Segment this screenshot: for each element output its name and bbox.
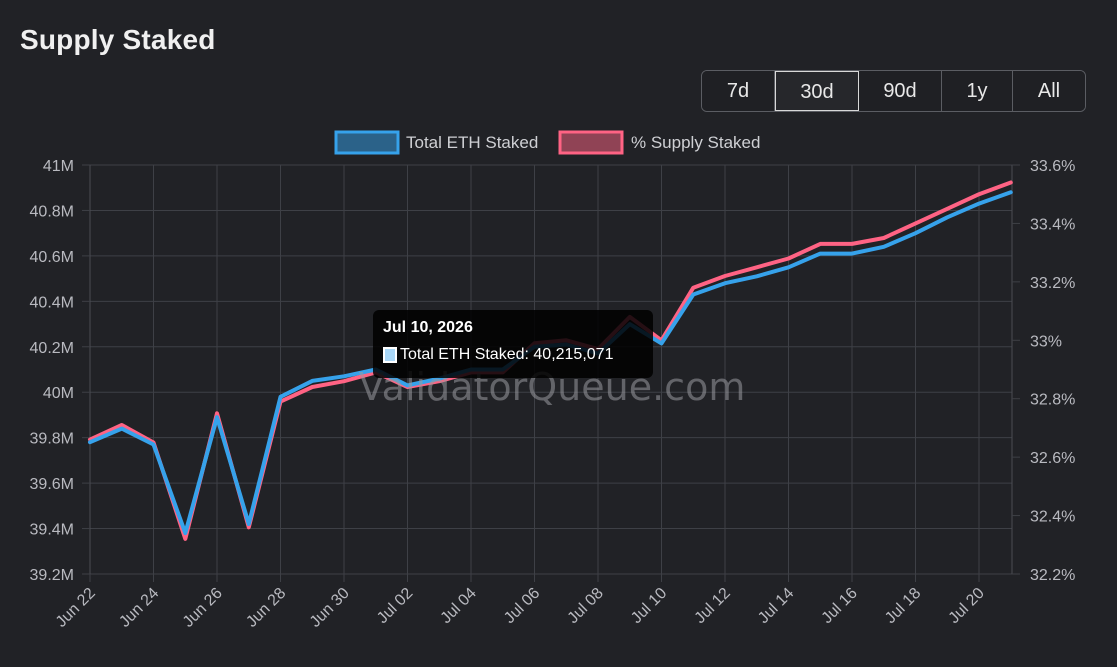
x-tick-label: Jun 22: [53, 585, 99, 631]
x-tick-label: Jun 26: [180, 585, 226, 631]
tooltip-row: Total ETH Staked: 40,215,071: [383, 346, 643, 364]
y-left-tick-label: 40.2M: [30, 340, 74, 357]
y-left-tick-label: 39.4M: [30, 522, 74, 539]
x-tick-label: Jun 28: [243, 585, 289, 631]
range-90d-button[interactable]: 90d: [859, 71, 942, 111]
y-right-tick-label: 32.8%: [1030, 392, 1075, 409]
y-right-tick-label: 33.2%: [1030, 275, 1075, 292]
legend-label-total-eth[interactable]: Total ETH Staked: [406, 133, 538, 152]
x-tick-label: Jul 08: [565, 585, 607, 627]
x-tick-label: Jul 04: [438, 585, 480, 627]
legend-swatch-pct-supply[interactable]: [558, 130, 624, 155]
chart-tooltip: Jul 10, 2026 Total ETH Staked: 40,215,07…: [373, 310, 653, 378]
x-tick-label: Jul 12: [692, 585, 734, 627]
legend-label-pct-supply[interactable]: % Supply Staked: [631, 133, 760, 152]
y-left-tick-label: 40.8M: [30, 203, 74, 220]
y-left-tick-label: 39.2M: [30, 567, 74, 584]
y-left-tick-label: 39.6M: [30, 476, 74, 493]
y-left-tick-label: 40.4M: [30, 294, 74, 311]
y-right-tick-label: 32.6%: [1030, 450, 1075, 467]
range-1y-button[interactable]: 1y: [942, 71, 1013, 111]
tooltip-date: Jul 10, 2026: [383, 319, 473, 336]
y-right-tick-label: 32.4%: [1030, 509, 1075, 526]
page-title: Supply Staked: [20, 24, 216, 55]
x-tick-label: Jul 14: [755, 585, 797, 627]
y-left-tick-label: 41M: [43, 158, 74, 175]
time-range-selector: 7d 30d 90d 1y All: [701, 70, 1086, 112]
legend-swatch-total-eth[interactable]: [334, 130, 400, 155]
range-30d-button[interactable]: 30d: [775, 71, 859, 111]
y-left-tick-label: 39.8M: [30, 431, 74, 448]
x-tick-label: Jul 02: [374, 585, 416, 627]
y-right-tick-label: 33.4%: [1030, 216, 1075, 233]
x-tick-label: Jul 18: [882, 585, 924, 627]
range-all-button[interactable]: All: [1013, 71, 1085, 111]
tooltip-swatch: [383, 347, 397, 363]
y-right-tick-label: 32.2%: [1030, 567, 1075, 584]
range-7d-button[interactable]: 7d: [702, 71, 775, 111]
y-right-tick-label: 33%: [1030, 333, 1062, 350]
y-axis-right: 32.2% 32.4% 32.6% 32.8% 33% 33.2% 33.4% 33.6%: [1012, 158, 1075, 584]
x-tick-label: Jul 20: [946, 585, 988, 627]
tooltip-value: Total ETH Staked: 40,215,071: [400, 346, 614, 363]
y-axis-left: 39.2M 39.4M 39.6M 39.8M 40M 40.2M 40.4M 40.6M 40…: [30, 158, 90, 584]
x-tick-label: Jul 06: [501, 585, 543, 627]
x-axis: Jun 22 Jun 24 Jun 26 Jun 28 Jun 30 Jul 02 Jul …: [53, 574, 988, 631]
chart-grid: [89, 164, 1013, 575]
x-tick-label: Jul 16: [819, 585, 861, 627]
x-tick-label: Jul 10: [628, 585, 670, 627]
y-left-tick-label: 40.6M: [30, 249, 74, 266]
y-right-tick-label: 33.6%: [1030, 158, 1075, 175]
chart-legend: Total ETH Staked % Supply Staked: [334, 130, 760, 155]
x-tick-label: Jun 30: [307, 585, 353, 631]
x-tick-label: Jun 24: [116, 585, 162, 631]
y-left-tick-label: 40M: [43, 385, 74, 402]
